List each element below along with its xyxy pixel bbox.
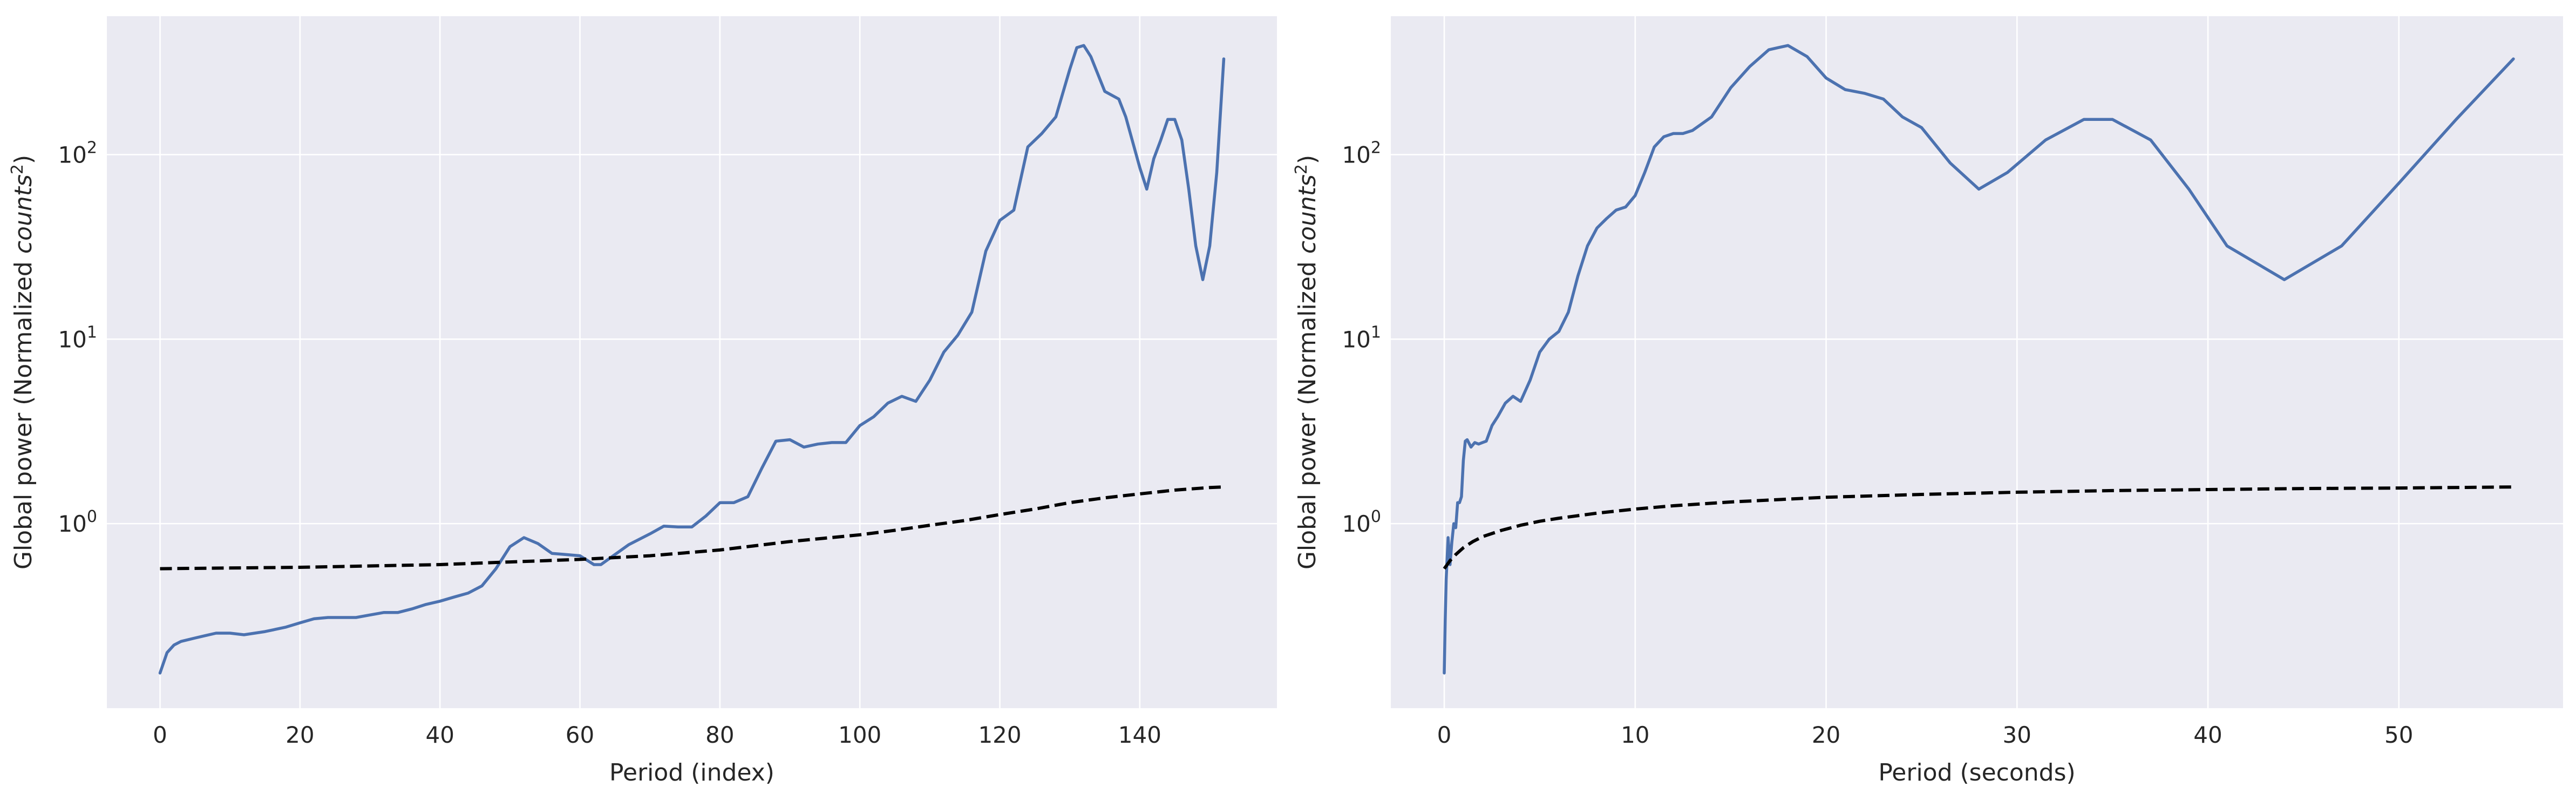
right-y-tick-label-0: 100	[1342, 507, 1381, 537]
right-x-tick-label-4: 40	[2193, 722, 2222, 748]
chart-panel-period-seconds: 0 10 20 30 40 50 100 101 102 Period (seconds) Glob…	[1292, 16, 2563, 786]
left-x-tick-label-2: 40	[425, 722, 454, 748]
right-y-tick-label-1: 101	[1342, 323, 1381, 352]
left-x-tick-label-7: 140	[1118, 722, 1161, 748]
left-plot-area	[107, 16, 1277, 708]
right-plot-area	[1391, 16, 2563, 708]
chart-panel-period-index: 0 20 40 60 80 100 120 140 100 101 102 Period (index…	[8, 16, 1277, 786]
right-x-tick-label-0: 0	[1437, 722, 1452, 748]
left-x-tick-label-5: 100	[838, 722, 881, 748]
right-y-axis-label: Global power (Normalized counts2)	[1292, 155, 1321, 569]
left-y-tick-label-1: 101	[58, 323, 97, 352]
left-x-tick-label-4: 80	[705, 722, 734, 748]
right-series-significance-dashed-line	[1443, 485, 2514, 570]
right-series-power-line	[1443, 44, 2515, 675]
left-series-power-line	[158, 44, 1226, 675]
right-x-tick-label-3: 30	[2003, 722, 2031, 748]
left-x-axis-label: Period (index)	[609, 759, 774, 786]
left-x-tick-label-0: 0	[153, 722, 167, 748]
right-y-tick-label-2: 102	[1342, 138, 1381, 168]
right-x-tick-label-5: 50	[2384, 722, 2413, 748]
left-x-tick-label-3: 60	[566, 722, 594, 748]
left-y-tick-label-0: 100	[58, 507, 97, 537]
left-y-axis-label: Global power (Normalized counts2)	[8, 155, 37, 569]
right-x-tick-label-2: 20	[1812, 722, 1840, 748]
right-x-tick-label-1: 10	[1621, 722, 1649, 748]
left-series-significance-dashed-line	[160, 485, 1224, 571]
left-x-tick-label-6: 120	[978, 722, 1021, 748]
left-x-tick-label-1: 20	[286, 722, 314, 748]
right-x-axis-label: Period (seconds)	[1878, 759, 2075, 786]
left-y-tick-label-2: 102	[58, 138, 97, 168]
